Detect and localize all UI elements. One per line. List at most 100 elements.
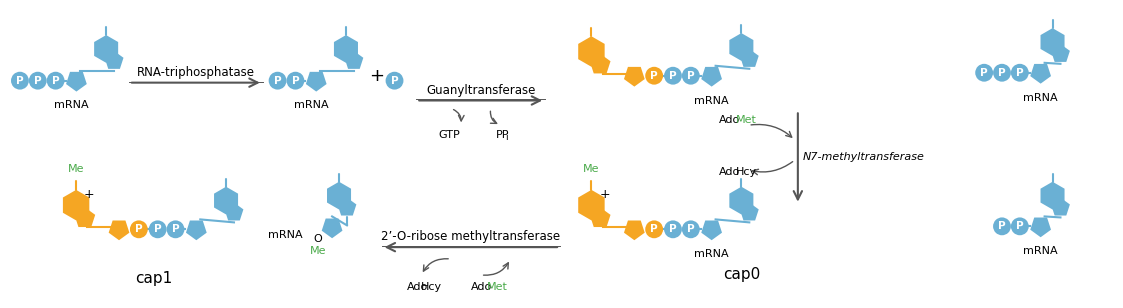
Circle shape (286, 72, 304, 90)
Polygon shape (1051, 44, 1070, 62)
Circle shape (993, 64, 1011, 82)
Circle shape (166, 221, 184, 238)
Circle shape (993, 217, 1011, 235)
Text: +: + (369, 67, 384, 85)
Polygon shape (321, 218, 343, 238)
Text: P: P (16, 76, 24, 86)
Text: mRNA: mRNA (267, 230, 302, 240)
Polygon shape (1051, 198, 1070, 216)
Circle shape (11, 72, 29, 90)
Circle shape (385, 72, 403, 90)
Circle shape (646, 67, 663, 85)
Text: Guanyltransferase: Guanyltransferase (426, 83, 536, 96)
Polygon shape (729, 33, 754, 61)
Polygon shape (740, 203, 759, 221)
Text: P: P (650, 224, 658, 234)
Text: Me: Me (67, 164, 84, 174)
Text: Ado: Ado (471, 282, 492, 292)
Polygon shape (590, 54, 611, 73)
Text: Met: Met (486, 282, 508, 292)
Text: Ado: Ado (719, 115, 740, 125)
Polygon shape (109, 221, 129, 240)
Circle shape (646, 221, 663, 238)
Text: Met: Met (736, 115, 756, 125)
Circle shape (975, 64, 993, 82)
Circle shape (47, 72, 64, 90)
Text: P: P (1016, 68, 1024, 78)
Text: mRNA: mRNA (694, 249, 729, 259)
Circle shape (268, 72, 286, 90)
Polygon shape (1030, 217, 1051, 237)
Text: cap0: cap0 (723, 267, 760, 282)
Text: P: P (1016, 221, 1024, 231)
Polygon shape (225, 203, 244, 221)
Polygon shape (338, 198, 356, 216)
Text: P: P (274, 76, 282, 86)
Polygon shape (729, 187, 754, 214)
Polygon shape (345, 51, 364, 69)
Circle shape (1011, 217, 1029, 235)
Text: RNA-triphosphatase: RNA-triphosphatase (137, 66, 255, 79)
Text: mRNA: mRNA (54, 100, 89, 111)
Text: N7-methyltransferase: N7-methyltransferase (803, 152, 924, 162)
Polygon shape (63, 190, 90, 221)
Circle shape (29, 72, 47, 90)
Polygon shape (104, 51, 124, 69)
Circle shape (682, 221, 700, 238)
Circle shape (1011, 64, 1029, 82)
Circle shape (682, 67, 700, 85)
Polygon shape (578, 36, 604, 67)
Polygon shape (701, 221, 722, 240)
Polygon shape (94, 35, 118, 63)
Text: Hcy: Hcy (421, 282, 442, 292)
Text: Me: Me (583, 164, 600, 174)
Text: GTP: GTP (438, 130, 460, 140)
Text: P: P (687, 71, 695, 81)
Polygon shape (590, 207, 611, 227)
Text: mRNA: mRNA (1023, 246, 1058, 256)
Text: +: + (600, 188, 610, 201)
Text: P: P (980, 68, 988, 78)
Circle shape (130, 221, 148, 238)
Polygon shape (1041, 182, 1065, 209)
Text: P: P (172, 224, 180, 234)
Polygon shape (327, 182, 351, 209)
Text: mRNA: mRNA (694, 95, 729, 106)
Polygon shape (624, 67, 645, 87)
Polygon shape (578, 190, 604, 221)
Text: Me: Me (310, 246, 327, 256)
Text: Ado: Ado (407, 282, 428, 292)
Polygon shape (74, 207, 95, 227)
Text: P: P (669, 224, 677, 234)
Text: Ado: Ado (719, 167, 740, 177)
Text: P: P (998, 68, 1006, 78)
Text: mRNA: mRNA (1023, 93, 1058, 103)
Text: P: P (52, 76, 60, 86)
Text: cap1: cap1 (135, 271, 172, 286)
Polygon shape (66, 72, 86, 91)
Text: P: P (135, 224, 143, 234)
Text: P: P (687, 224, 695, 234)
Text: P: P (998, 221, 1006, 231)
Polygon shape (624, 221, 645, 240)
Polygon shape (214, 187, 238, 214)
Text: O: O (313, 234, 322, 244)
Text: P: P (650, 71, 658, 81)
Text: PP: PP (495, 130, 509, 140)
Text: mRNA: mRNA (294, 100, 329, 111)
Polygon shape (1030, 64, 1051, 84)
Text: P: P (391, 76, 399, 86)
Polygon shape (740, 49, 759, 67)
Text: Hcy: Hcy (736, 167, 757, 177)
Text: +: + (84, 188, 94, 201)
Polygon shape (701, 67, 722, 87)
Polygon shape (1041, 28, 1065, 56)
Polygon shape (305, 72, 327, 91)
Text: 2’-O-ribose methyltransferase: 2’-O-ribose methyltransferase (382, 230, 560, 243)
Circle shape (664, 221, 682, 238)
Circle shape (664, 67, 682, 85)
Text: P: P (154, 224, 162, 234)
Text: P: P (34, 76, 42, 86)
Polygon shape (186, 221, 207, 240)
Text: P: P (292, 76, 299, 86)
